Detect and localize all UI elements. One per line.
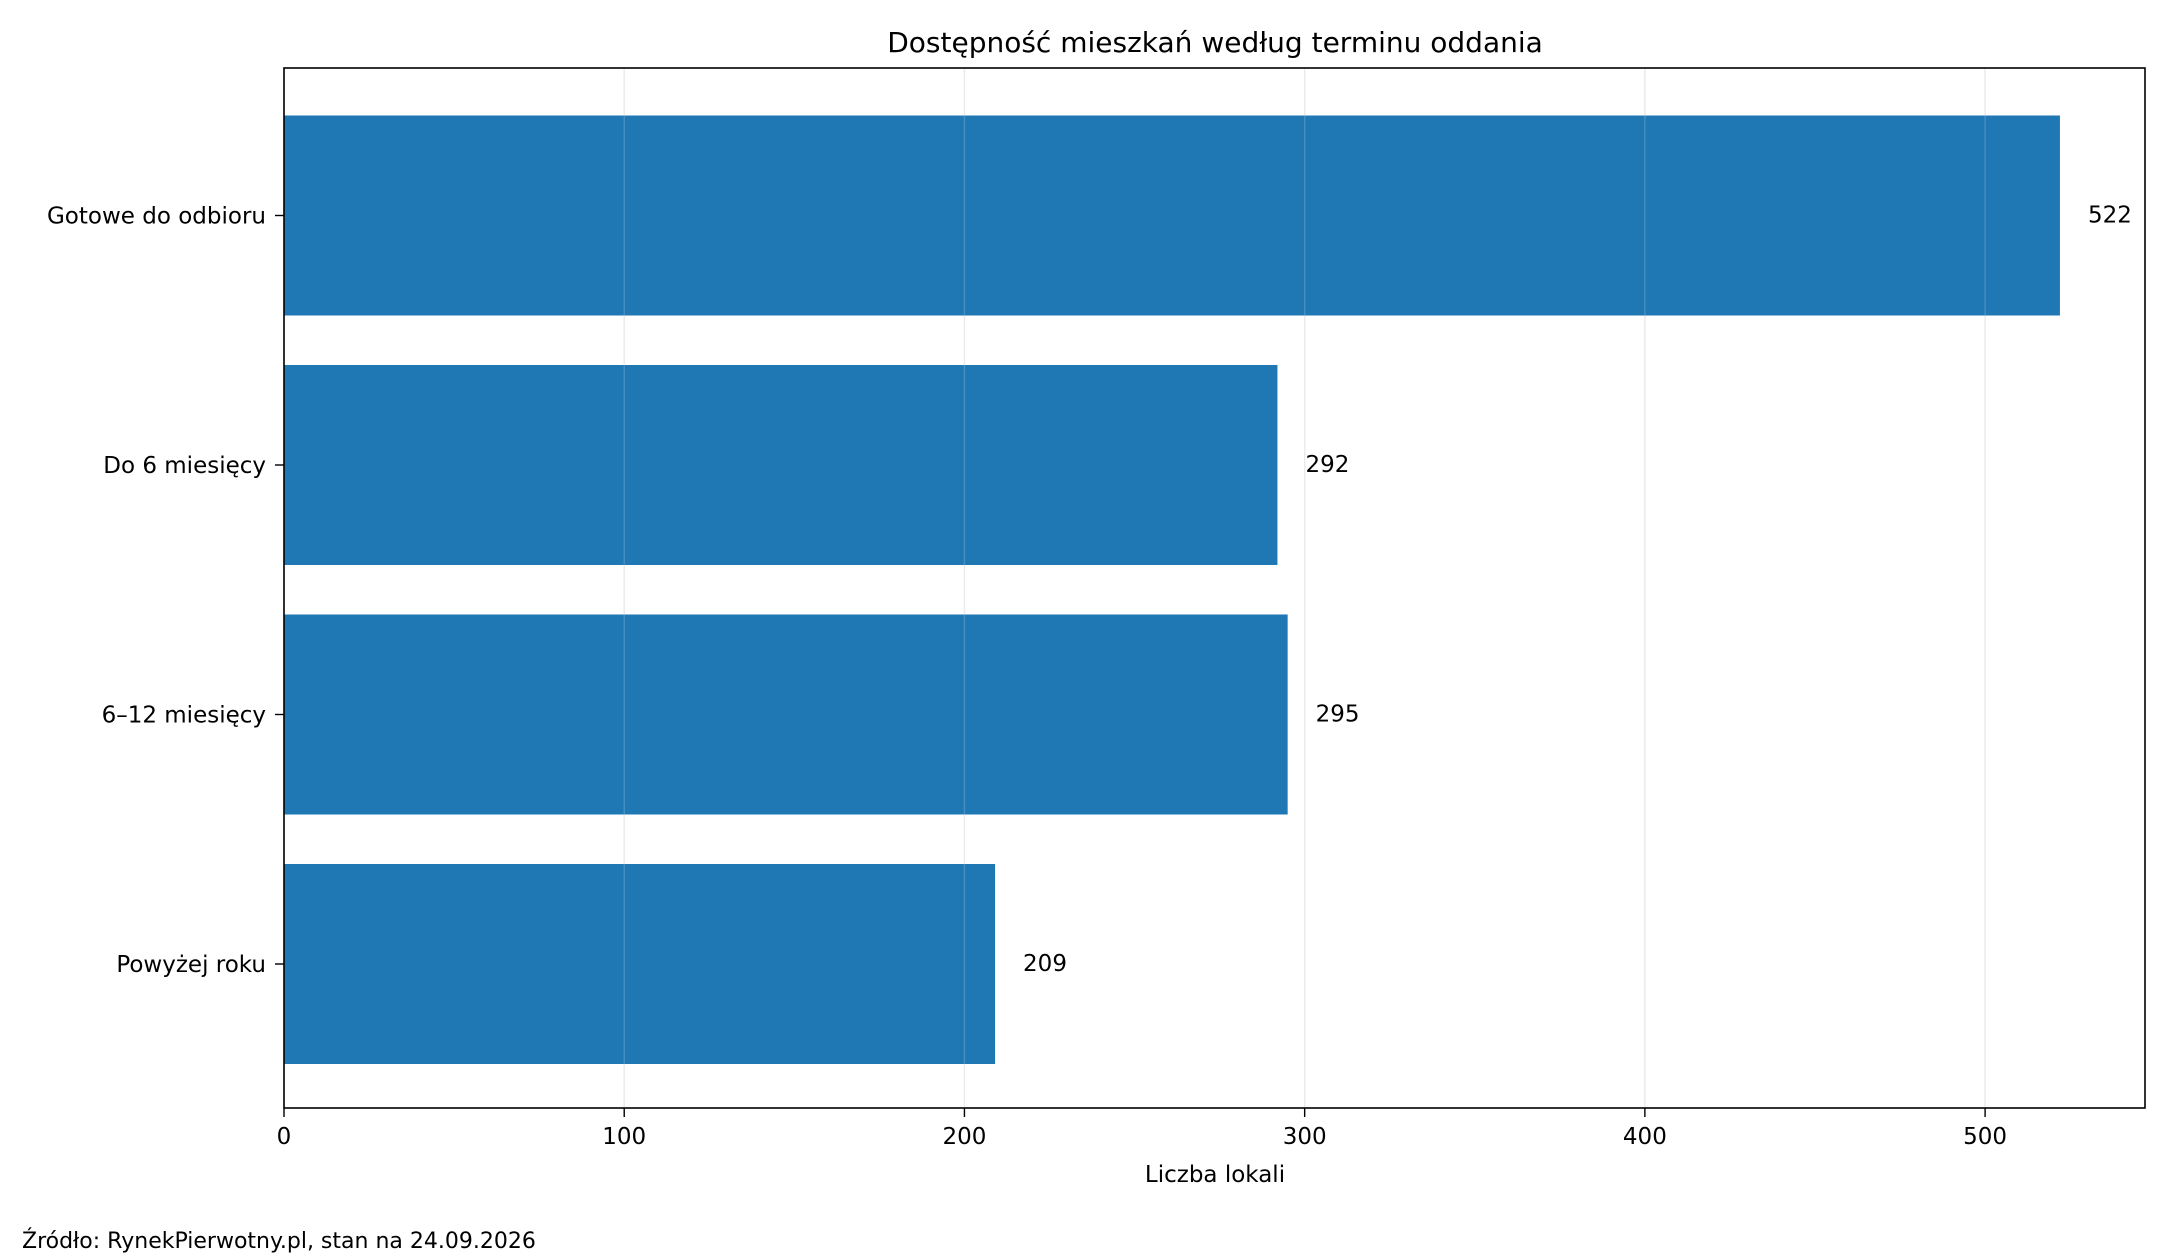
- bar-2: [284, 365, 1278, 565]
- y-tick-label-2: Do 6 miesięcy: [103, 453, 266, 479]
- data-label-3: 295: [1316, 702, 1360, 728]
- bars: [284, 68, 2060, 1108]
- x-tick-label-200: 200: [942, 1124, 986, 1150]
- data-label-1: 522: [2088, 203, 2132, 229]
- x-tick-label-500: 500: [1963, 1124, 2007, 1150]
- x-tick-label-400: 400: [1623, 1124, 1667, 1150]
- bar-4: [284, 864, 996, 1064]
- data-label-2: 292: [1305, 452, 1349, 478]
- y-tick-label-1: Gotowe do odbioru: [47, 204, 266, 230]
- axes: 0 100 200 300 400 500 Gotowe do odbioru Do 6 mi…: [47, 67, 2146, 1150]
- data-labels: 522 292 295 209: [1023, 203, 2132, 978]
- y-tick-label-3: 6–12 miesięcy: [102, 703, 266, 729]
- source-footnote: Źródło: RynekPierwotny.pl, stan na 24.09…: [22, 1229, 536, 1254]
- plot-frame: [283, 67, 2146, 1109]
- data-label-4: 209: [1023, 951, 1067, 977]
- bar-1: [284, 115, 2060, 316]
- bar-3: [284, 614, 1288, 815]
- x-tick-label-100: 100: [602, 1124, 646, 1150]
- x-axis-label: Liczba lokali: [1145, 1162, 1285, 1188]
- y-tick-label-4: Powyżej roku: [116, 952, 266, 978]
- x-tick-label-0: 0: [277, 1124, 292, 1150]
- chart-title: Dostępność mieszkań według terminu oddan…: [887, 26, 1543, 59]
- x-tick-label-300: 300: [1283, 1124, 1327, 1150]
